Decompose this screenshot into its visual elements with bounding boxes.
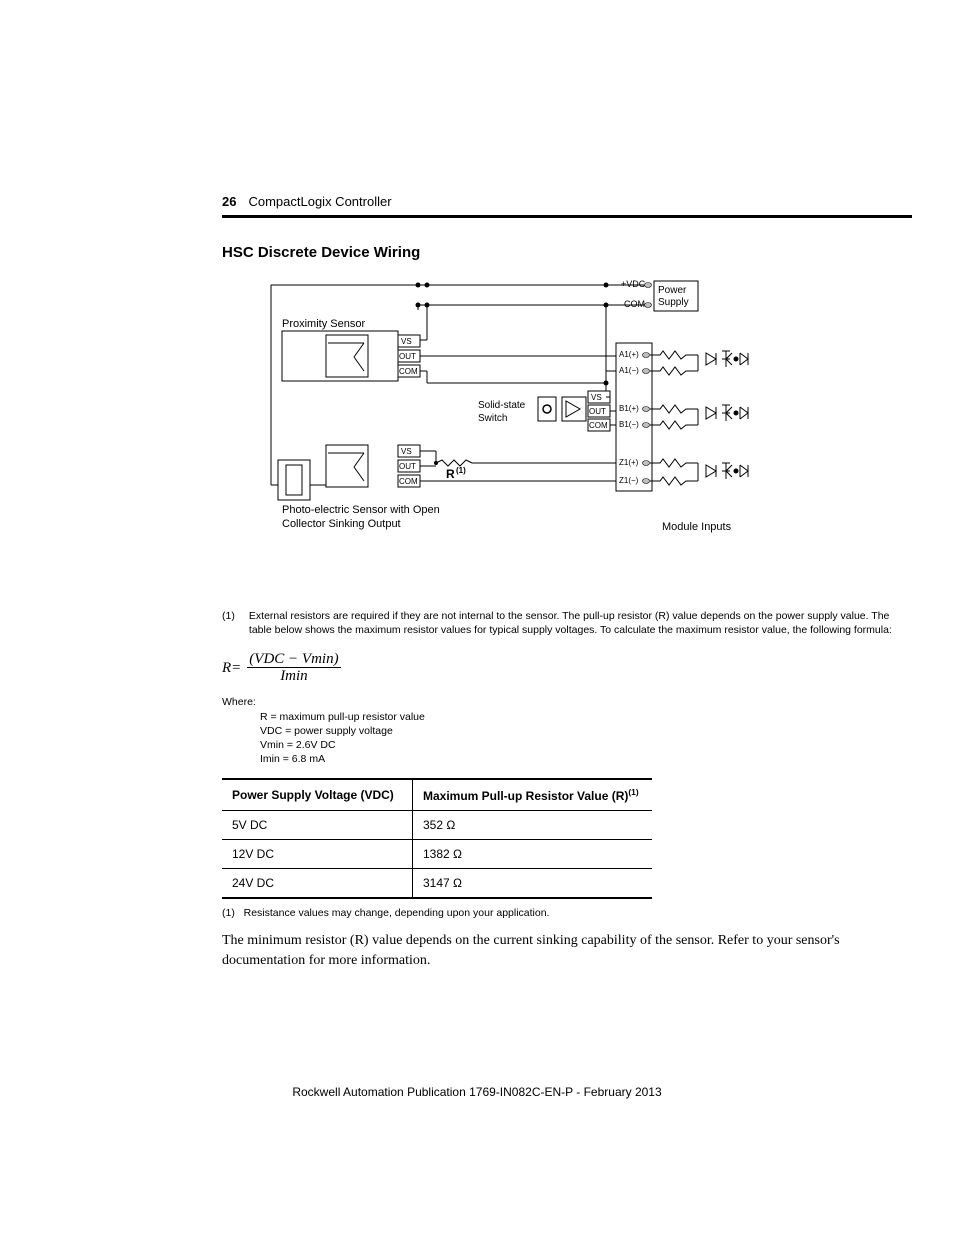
resistor-table: Power Supply Voltage (VDC) Maximum Pull-…: [222, 778, 652, 899]
svg-text:OUT: OUT: [589, 407, 606, 416]
svg-text:B1(+): B1(+): [619, 404, 639, 413]
svg-text:COM: COM: [399, 477, 418, 486]
footnote-1: (1) External resistors are required if t…: [222, 609, 912, 637]
vdc-label: +VDC: [621, 279, 646, 289]
svg-text:A1(−): A1(−): [619, 366, 639, 375]
svg-text:Solid-state: Solid-state: [478, 400, 526, 411]
module-inputs-label: Module Inputs: [662, 521, 732, 533]
power-label-2: Supply: [658, 297, 689, 308]
table-col1: Power Supply Voltage (VDC): [222, 779, 413, 811]
table-footnote-idx: (1): [222, 907, 235, 919]
where-label: Where:: [222, 696, 256, 708]
formula-denominator: Imin: [280, 668, 308, 684]
table-row: 12V DC1382 Ω: [222, 840, 652, 869]
table-row: 5V DC352 Ω: [222, 811, 652, 840]
footnote-1-text: External resistors are required if they …: [249, 609, 899, 637]
svg-text:OUT: OUT: [399, 462, 416, 471]
svg-text:R: R: [446, 467, 455, 481]
wiring-diagram: Power Supply +VDC COM Proximity Sensor V…: [266, 275, 756, 585]
svg-text:COM: COM: [399, 367, 418, 376]
svg-text:VS: VS: [401, 337, 412, 346]
com-ps-label: COM: [624, 299, 645, 309]
photo-sensor-label-2: Collector Sinking Output: [282, 518, 401, 530]
table-footnote: (1) Resistance values may change, depend…: [222, 907, 954, 919]
svg-text:VS: VS: [591, 393, 602, 402]
formula: R= (VDC − Vmin) Imin: [222, 651, 954, 685]
svg-text:Z1(−): Z1(−): [619, 476, 639, 485]
header-rule: [222, 215, 912, 218]
doc-title: CompactLogix Controller: [248, 194, 391, 209]
svg-text:Z1(+): Z1(+): [619, 458, 639, 467]
svg-text:VS: VS: [401, 447, 412, 456]
svg-text:COM: COM: [589, 421, 608, 430]
photo-sensor-label-1: Photo-electric Sensor with Open: [282, 504, 440, 516]
svg-text:B1(−): B1(−): [619, 420, 639, 429]
footnote-1-idx: (1): [222, 609, 246, 623]
footer: Rockwell Automation Publication 1769-IN0…: [0, 1085, 954, 1099]
formula-lhs: R=: [222, 660, 241, 677]
proximity-sensor-label: Proximity Sensor: [282, 318, 365, 330]
page-number: 26: [222, 194, 236, 209]
svg-text:Switch: Switch: [478, 413, 507, 424]
body-paragraph: The minimum resistor (R) value depends o…: [222, 931, 912, 970]
formula-numerator: (VDC − Vmin): [247, 651, 340, 668]
page-header: 26 CompactLogix Controller: [222, 194, 954, 209]
svg-text:A1(+): A1(+): [619, 350, 639, 359]
svg-text:(1): (1): [456, 466, 466, 475]
power-label-1: Power: [658, 285, 687, 296]
table-footnote-text: Resistance values may change, depending …: [244, 907, 550, 919]
svg-text:OUT: OUT: [399, 352, 416, 361]
where-def-1: VDC = power supply voltage: [260, 724, 954, 738]
where-block: Where: R = maximum pull-up resistor valu…: [222, 695, 954, 766]
where-def-2: Vmin = 2.6V DC: [260, 738, 954, 752]
where-def-3: Imin = 6.8 mA: [260, 752, 954, 766]
section-title: HSC Discrete Device Wiring: [222, 244, 954, 261]
table-row: 24V DC3147 Ω: [222, 869, 652, 899]
table-col2: Maximum Pull-up Resistor Value (R)(1): [413, 779, 653, 811]
where-def-0: R = maximum pull-up resistor value: [260, 710, 954, 724]
